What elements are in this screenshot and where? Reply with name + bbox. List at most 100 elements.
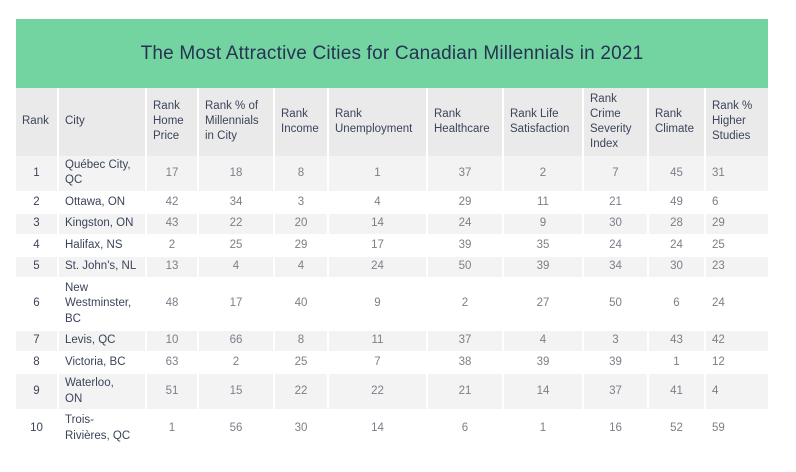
- table-row: 3 Kingston, ON 43 22 20 14 24 9 30 28 29: [16, 213, 768, 236]
- value-cell-life-satisfaction: 39: [503, 351, 584, 375]
- value-cell-millennials: 4: [198, 256, 275, 279]
- rank-cell: 3: [16, 213, 59, 236]
- value-cell-life-satisfaction: 11: [503, 191, 584, 215]
- value-cell-home-price: 13: [146, 256, 199, 279]
- table-row: 1 Québec City, QC 17 18 8 1 37 2 7 45 31: [16, 155, 768, 193]
- value-cell-healthcare: 21: [427, 373, 504, 412]
- value-cell-income: 4: [274, 256, 329, 279]
- header-row: Rank City Rank Home Price Rank % of Millenn…: [16, 88, 768, 156]
- value-cell-crime-severity: 3: [583, 330, 649, 353]
- table-row: 4 Halifax, NS 2 25 29 17 39 35 24 24 25: [16, 234, 768, 258]
- table-row: 6 New Westminster, BC 48 17 40 9 2 27 50 6 24: [16, 277, 768, 332]
- value-cell-millennials: 17: [198, 277, 275, 332]
- value-cell-higher-studies: 29: [705, 213, 768, 236]
- value-cell-crime-severity: 50: [583, 277, 649, 332]
- column-header-climate: Rank Climate: [648, 88, 706, 156]
- value-cell-life-satisfaction: 14: [503, 373, 584, 412]
- value-cell-healthcare: 37: [427, 155, 504, 193]
- value-cell-healthcare: 24: [427, 213, 504, 236]
- value-cell-unemployment: 7: [328, 351, 428, 375]
- city-cell: Trois- Rivières, QC: [58, 410, 147, 449]
- value-cell-unemployment: 17: [328, 234, 428, 258]
- column-header-crime-severity: Rank Crime Severity Index: [583, 88, 649, 156]
- value-cell-unemployment: 9: [328, 277, 428, 332]
- rank-cell: 5: [16, 256, 59, 279]
- value-cell-life-satisfaction: 1: [503, 410, 584, 449]
- value-cell-life-satisfaction: 2: [503, 155, 584, 193]
- value-cell-healthcare: 39: [427, 234, 504, 258]
- column-header-home-price: Rank Home Price: [146, 88, 199, 156]
- rank-cell: 1: [16, 155, 59, 193]
- value-cell-millennials: 66: [198, 330, 275, 353]
- value-cell-crime-severity: 16: [583, 410, 649, 449]
- value-cell-home-price: 42: [146, 191, 199, 215]
- city-cell: New Westminster, BC: [58, 277, 147, 332]
- value-cell-healthcare: 50: [427, 256, 504, 279]
- value-cell-higher-studies: 25: [705, 234, 768, 258]
- value-cell-millennials: 15: [198, 373, 275, 412]
- value-cell-unemployment: 22: [328, 373, 428, 412]
- table-row: 10 Trois- Rivières, QC 1 56 30 14 6 1 16 52 59: [16, 410, 768, 449]
- value-cell-higher-studies: 12: [705, 351, 768, 375]
- value-cell-climate: 28: [648, 213, 706, 236]
- rank-cell: 9: [16, 373, 59, 412]
- value-cell-income: 30: [274, 410, 329, 449]
- value-cell-income: 29: [274, 234, 329, 258]
- column-header-millennials: Rank % of Millennials in City: [198, 88, 275, 156]
- value-cell-millennials: 34: [198, 191, 275, 215]
- column-header-rank: Rank: [16, 88, 59, 156]
- value-cell-climate: 6: [648, 277, 706, 332]
- value-cell-climate: 43: [648, 330, 706, 353]
- value-cell-life-satisfaction: 4: [503, 330, 584, 353]
- value-cell-life-satisfaction: 39: [503, 256, 584, 279]
- value-cell-unemployment: 14: [328, 213, 428, 236]
- city-cell: Victoria, BC: [58, 351, 147, 375]
- table-row: 8 Victoria, BC 63 2 25 7 38 39 39 1 12: [16, 351, 768, 375]
- table-row: 7 Levis, QC 10 66 8 11 37 4 3 43 42: [16, 330, 768, 353]
- page-title: The Most Attractive Cities for Canadian …: [140, 42, 644, 64]
- value-cell-unemployment: 24: [328, 256, 428, 279]
- table-header: Rank City Rank Home Price Rank % of Millenn…: [16, 88, 768, 156]
- value-cell-climate: 52: [648, 410, 706, 449]
- visualization-container: The Most Attractive Cities for Canadian …: [16, 19, 768, 449]
- value-cell-climate: 24: [648, 234, 706, 258]
- table-body: 1 Québec City, QC 17 18 8 1 37 2 7 45 31 2 Ottawa, O…: [16, 155, 768, 449]
- rank-cell: 10: [16, 410, 59, 449]
- value-cell-higher-studies: 24: [705, 277, 768, 332]
- value-cell-crime-severity: 30: [583, 213, 649, 236]
- value-cell-higher-studies: 42: [705, 330, 768, 353]
- value-cell-healthcare: 37: [427, 330, 504, 353]
- value-cell-home-price: 1: [146, 410, 199, 449]
- value-cell-home-price: 51: [146, 373, 199, 412]
- title-band: The Most Attractive Cities for Canadian …: [16, 19, 768, 88]
- value-cell-higher-studies: 23: [705, 256, 768, 279]
- value-cell-home-price: 48: [146, 277, 199, 332]
- value-cell-crime-severity: 34: [583, 256, 649, 279]
- column-header-income: Rank Income: [274, 88, 329, 156]
- rank-cell: 8: [16, 351, 59, 375]
- value-cell-crime-severity: 37: [583, 373, 649, 412]
- value-cell-income: 3: [274, 191, 329, 215]
- value-cell-millennials: 2: [198, 351, 275, 375]
- value-cell-millennials: 18: [198, 155, 275, 193]
- value-cell-unemployment: 14: [328, 410, 428, 449]
- value-cell-millennials: 56: [198, 410, 275, 449]
- value-cell-healthcare: 2: [427, 277, 504, 332]
- cities-ranking-table: Rank City Rank Home Price Rank % of Millenn…: [16, 88, 768, 449]
- rank-cell: 4: [16, 234, 59, 258]
- value-cell-healthcare: 29: [427, 191, 504, 215]
- value-cell-income: 22: [274, 373, 329, 412]
- column-header-healthcare: Rank Healthcare: [427, 88, 504, 156]
- city-cell: Québec City, QC: [58, 155, 147, 193]
- column-header-unemployment: Rank Unemployment: [328, 88, 428, 156]
- column-header-city: City: [58, 88, 147, 156]
- city-cell: Halifax, NS: [58, 234, 147, 258]
- value-cell-higher-studies: 31: [705, 155, 768, 193]
- value-cell-crime-severity: 21: [583, 191, 649, 215]
- city-cell: Ottawa, ON: [58, 191, 147, 215]
- value-cell-life-satisfaction: 27: [503, 277, 584, 332]
- value-cell-crime-severity: 39: [583, 351, 649, 375]
- value-cell-income: 40: [274, 277, 329, 332]
- value-cell-unemployment: 4: [328, 191, 428, 215]
- table-row: 9 Waterloo, ON 51 15 22 22 21 14 37 41 4: [16, 373, 768, 412]
